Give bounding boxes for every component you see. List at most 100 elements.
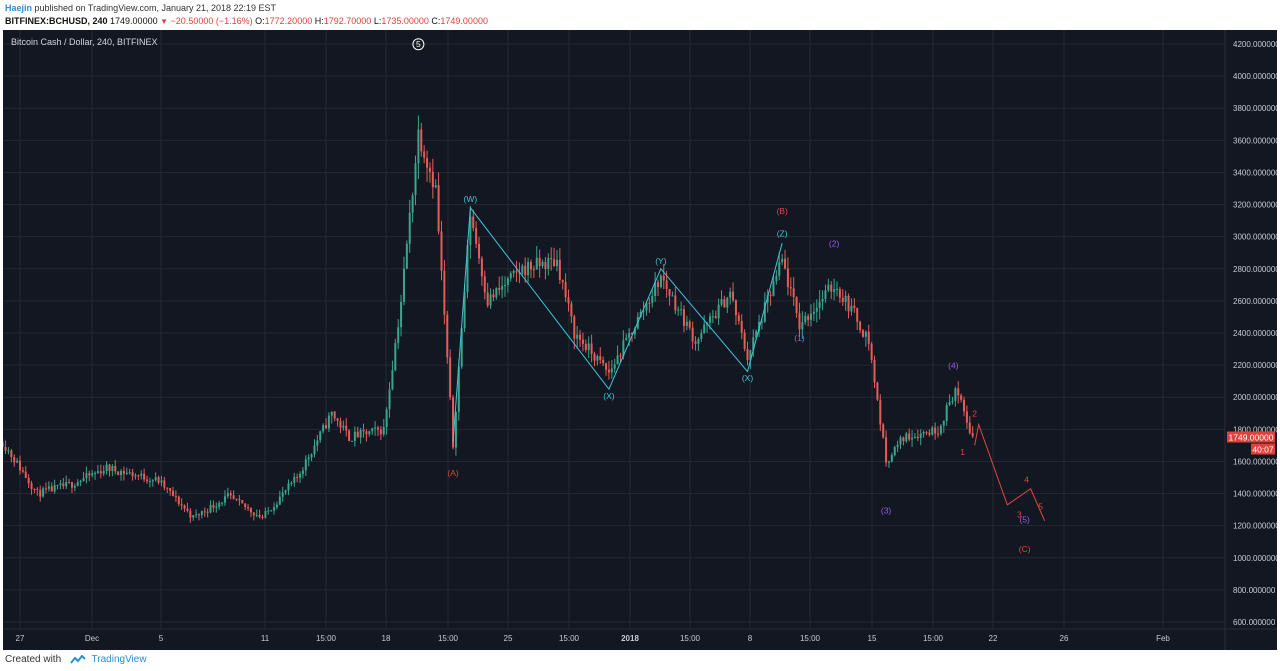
candle-body xyxy=(789,287,792,289)
candle-body xyxy=(36,489,39,491)
wave-label: 1 xyxy=(960,447,965,457)
candle-body xyxy=(876,382,879,400)
candle-body xyxy=(688,321,691,328)
candle-body xyxy=(720,299,723,305)
candle-body xyxy=(801,322,804,330)
price-axis[interactable]: 600.000000 800.000000 1000.000000 1200.0000… xyxy=(1233,40,1280,627)
candle-body xyxy=(350,440,353,442)
candle-body xyxy=(827,284,830,291)
y-tick-label: 2800.000000 xyxy=(1233,265,1277,274)
y-tick-label: 1600.000000 xyxy=(1233,457,1277,466)
candle-body xyxy=(157,477,160,483)
candle-body xyxy=(44,488,47,490)
candle-body xyxy=(737,315,740,321)
x-tick-label: 5 xyxy=(159,634,164,643)
candle-body xyxy=(238,499,241,501)
candle-body xyxy=(532,269,535,271)
wave-label: (5) xyxy=(1019,514,1030,524)
candle-body xyxy=(195,514,198,516)
y-tick-label: 2200.000000 xyxy=(1233,361,1277,370)
candle-body xyxy=(446,314,449,358)
author-link[interactable]: Haejin xyxy=(5,3,33,13)
close-key: C: xyxy=(431,16,441,26)
candle-body xyxy=(356,431,359,438)
candle-body xyxy=(134,475,137,477)
candle-body xyxy=(336,418,339,421)
candle-body xyxy=(913,436,916,439)
candle-body xyxy=(330,411,333,416)
y-tick-label: 3800.000000 xyxy=(1233,104,1277,113)
candle-body xyxy=(47,486,50,489)
y-tick-label: 4200.000000 xyxy=(1233,40,1277,49)
chart-area[interactable]: 5 (W) (X) (Y) (X) (Z) (A) (B) (1) (2) (3) (4) (5) (C)… xyxy=(1,30,1280,650)
candle-body xyxy=(570,303,573,317)
y-tick-label: 3000.000000 xyxy=(1233,233,1277,242)
candle-body xyxy=(905,433,908,442)
published-text: published on TradingView.com, January 21… xyxy=(34,3,277,13)
candle-body xyxy=(700,333,703,339)
candle-body xyxy=(192,515,195,518)
wave-label: 5 xyxy=(1038,502,1043,512)
grid xyxy=(3,30,1225,629)
price-chart[interactable]: 5 (W) (X) (Y) (X) (Z) (A) (B) (1) (2) (3) (4) (5) (C)… xyxy=(1,30,1280,650)
candle-body xyxy=(402,268,405,302)
candle-body xyxy=(267,510,270,512)
current-price-box xyxy=(1227,431,1275,443)
candle-body xyxy=(7,450,10,452)
candle-body xyxy=(287,483,290,491)
candle-body xyxy=(665,280,668,290)
candle-body xyxy=(590,343,593,354)
y-tick-label: 2000.000000 xyxy=(1233,393,1277,402)
candle-body xyxy=(833,289,836,292)
candle-body xyxy=(538,257,541,267)
candle-body xyxy=(847,295,850,312)
candle-body xyxy=(440,231,443,271)
candle-body xyxy=(916,436,919,439)
price-change: −20.50000 (−1.16%) xyxy=(170,16,253,26)
time-axis[interactable]: 27 Dec 5 11 15:00 18 15:00 25 15:00 2018 15:00 8 15:… xyxy=(16,634,1171,643)
x-tick-label: 15:00 xyxy=(559,634,580,643)
candle-body xyxy=(541,261,544,267)
candle-body xyxy=(339,420,342,428)
x-tick-label: Feb xyxy=(1156,634,1170,643)
wxyxz-wave-line xyxy=(452,206,783,443)
candle-body xyxy=(172,490,175,497)
candle-body xyxy=(258,514,261,517)
candle-body xyxy=(131,472,134,477)
candle-body xyxy=(515,270,518,273)
candle-body xyxy=(766,294,769,303)
candle-body xyxy=(24,471,27,479)
candle-body xyxy=(835,288,838,290)
x-tick-label: 22 xyxy=(989,634,998,643)
candle-body xyxy=(535,257,538,270)
x-tick-label: Dec xyxy=(85,634,99,643)
candle-body xyxy=(359,429,362,438)
footer-credit: Created with TradingView xyxy=(5,654,147,665)
candle-body xyxy=(708,316,711,323)
candle-body xyxy=(561,280,564,283)
circled-wave-5-marker xyxy=(412,38,425,51)
candle-body xyxy=(322,425,325,432)
candle-body xyxy=(70,482,73,488)
tradingview-link[interactable]: TradingView xyxy=(91,654,147,665)
candle-body xyxy=(659,275,662,288)
candle-body xyxy=(928,432,931,435)
candle-body xyxy=(734,300,737,316)
candle-body xyxy=(62,483,65,487)
candle-body xyxy=(73,485,76,488)
candle-body xyxy=(229,493,232,496)
candle-body xyxy=(417,129,420,164)
candle-body xyxy=(746,348,749,361)
candle-body xyxy=(368,431,371,435)
publish-info: Haejin published on TradingView.com, Jan… xyxy=(5,3,276,13)
candle-body xyxy=(584,343,587,351)
wave-label: (C) xyxy=(1019,544,1031,554)
candle-body xyxy=(633,328,636,335)
candle-body xyxy=(301,470,304,474)
candle-body xyxy=(778,261,781,276)
candle-body xyxy=(215,506,218,508)
candle-body xyxy=(792,288,795,297)
candle-body xyxy=(345,425,348,431)
candle-body xyxy=(795,296,798,314)
candle-body xyxy=(815,307,818,312)
